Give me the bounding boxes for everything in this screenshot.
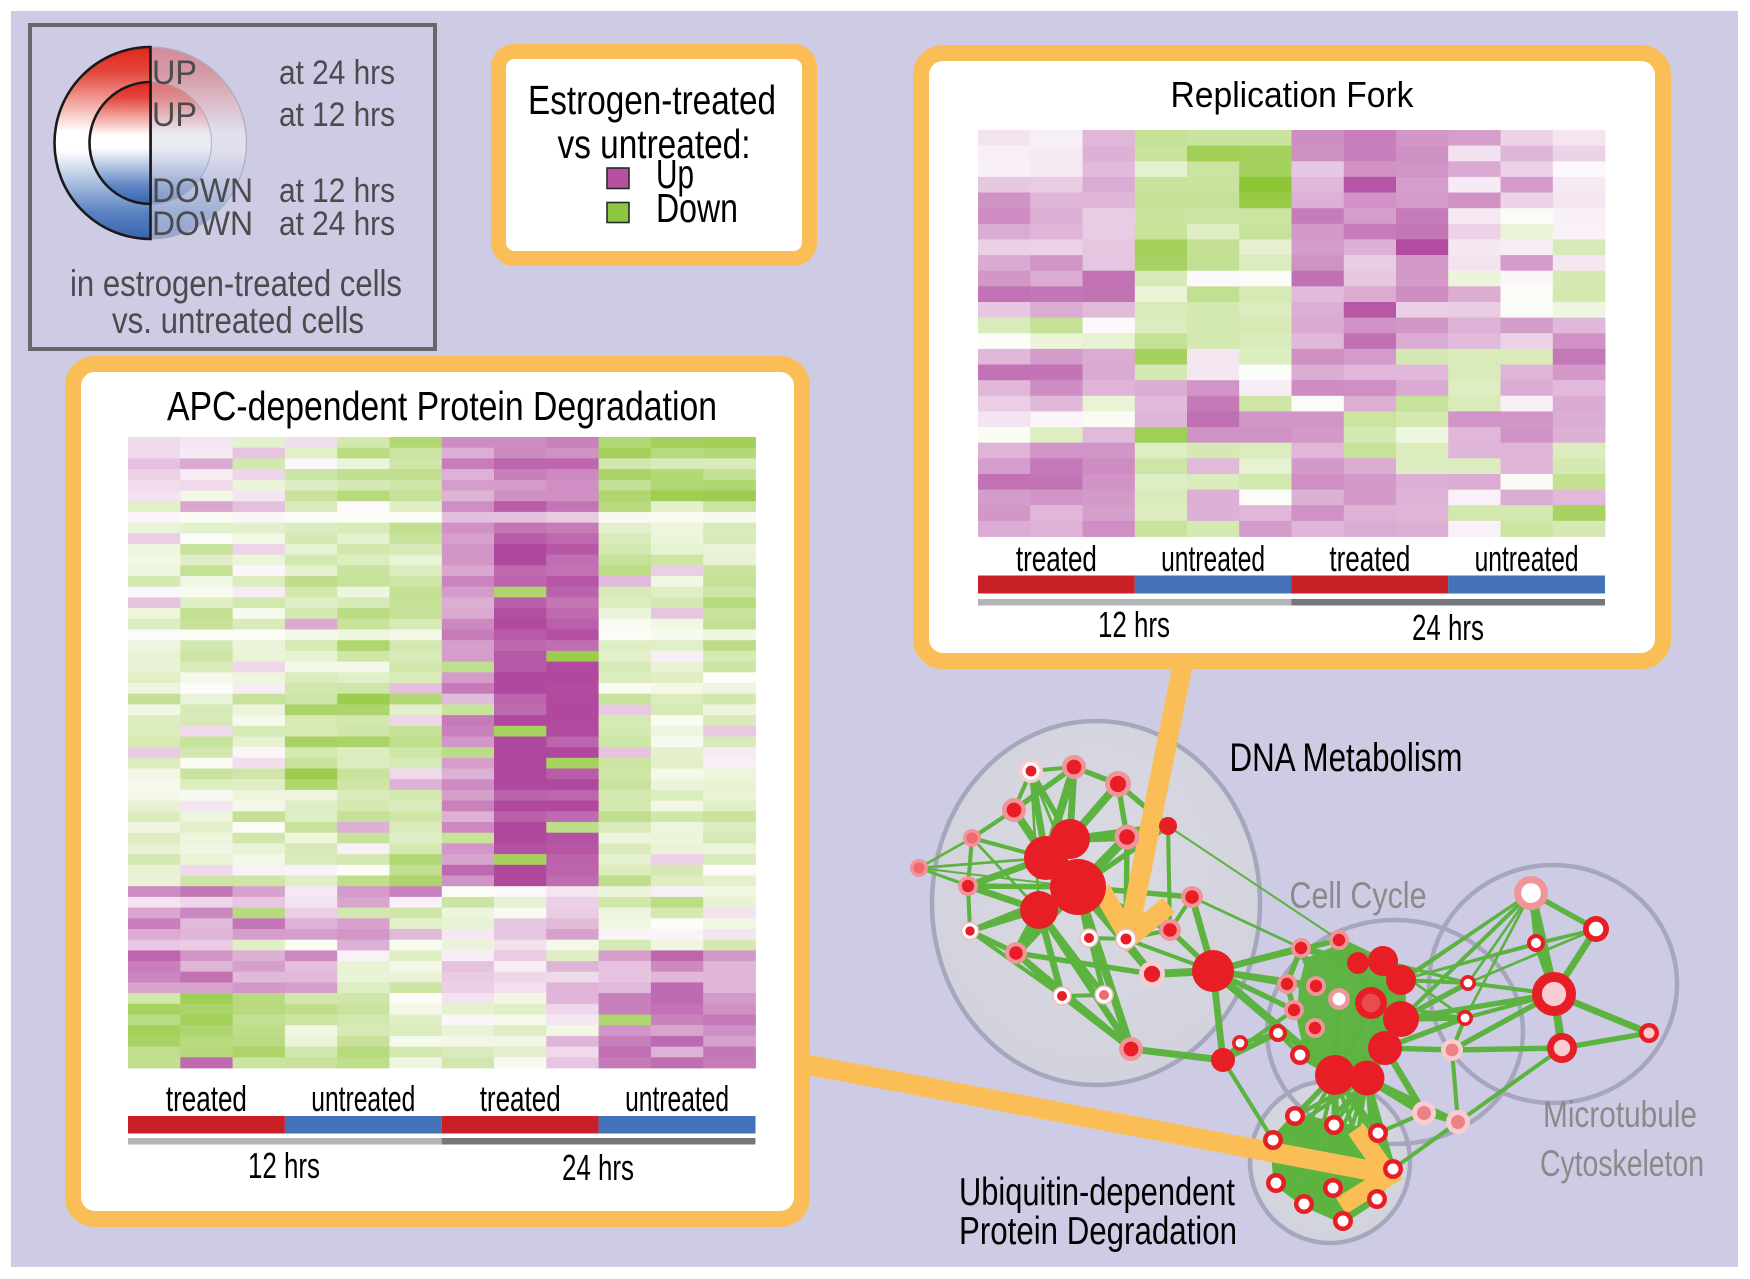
svg-text:untreated: untreated [311, 1078, 415, 1119]
svg-text:Replication Fork: Replication Fork [1171, 74, 1415, 115]
svg-text:DOWN: DOWN [152, 172, 253, 210]
svg-text:UP: UP [152, 54, 197, 92]
svg-text:treated: treated [480, 1078, 561, 1119]
svg-text:at 24 hrs: at 24 hrs [279, 205, 395, 243]
svg-text:vs untreated:: vs untreated: [558, 121, 751, 167]
svg-text:Down: Down [656, 185, 738, 231]
svg-text:DOWN: DOWN [152, 205, 253, 243]
svg-text:vs. untreated cells: vs. untreated cells [112, 300, 364, 341]
svg-text:at 24 hrs: at 24 hrs [279, 54, 395, 92]
svg-text:DNA Metabolism: DNA Metabolism [1230, 736, 1463, 780]
svg-text:untreated: untreated [1475, 538, 1579, 579]
svg-text:APC-dependent Protein Degradat: APC-dependent Protein Degradation [167, 383, 717, 429]
svg-text:UP: UP [152, 96, 197, 134]
svg-text:at 12 hrs: at 12 hrs [279, 172, 395, 210]
svg-text:Ubiquitin-dependent: Ubiquitin-dependent [959, 1171, 1235, 1214]
svg-text:treated: treated [166, 1078, 247, 1119]
svg-text:untreated: untreated [625, 1078, 729, 1119]
svg-text:12 hrs: 12 hrs [1098, 604, 1170, 645]
svg-text:Estrogen-treated: Estrogen-treated [528, 77, 776, 123]
svg-text:Protein Degradation: Protein Degradation [959, 1210, 1237, 1253]
svg-text:untreated: untreated [1161, 538, 1265, 579]
svg-text:Up: Up [656, 151, 694, 197]
svg-text:Microtubule: Microtubule [1543, 1094, 1697, 1135]
svg-text:24 hrs: 24 hrs [1412, 607, 1484, 648]
svg-text:treated: treated [1329, 538, 1410, 579]
svg-text:12 hrs: 12 hrs [248, 1145, 320, 1186]
svg-text:Cell Cycle: Cell Cycle [1290, 875, 1427, 916]
svg-text:24 hrs: 24 hrs [562, 1147, 634, 1188]
svg-text:Cytoskeleton: Cytoskeleton [1540, 1143, 1704, 1184]
svg-text:at 12 hrs: at 12 hrs [279, 96, 395, 134]
svg-text:treated: treated [1016, 538, 1097, 579]
svg-text:in estrogen-treated cells: in estrogen-treated cells [70, 263, 402, 304]
